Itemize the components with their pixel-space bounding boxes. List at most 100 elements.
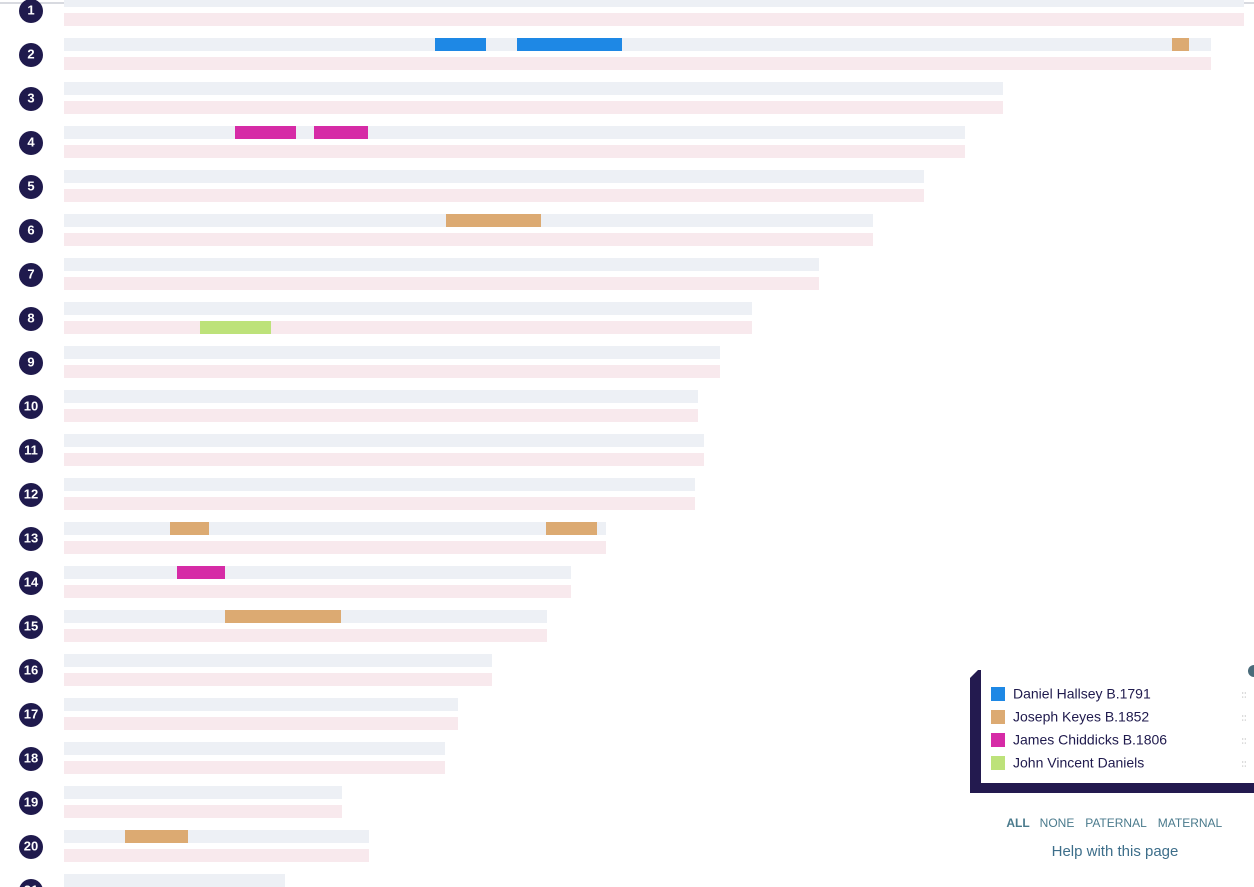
chromosome-badge <box>19 175 43 199</box>
chromosome-number: 8 <box>27 310 34 325</box>
maternal-bar <box>64 717 458 730</box>
chromosome-number: 5 <box>27 178 34 193</box>
maternal-bar <box>64 541 606 554</box>
paternal-bar <box>64 786 342 799</box>
chromosome-number: 16 <box>24 662 38 677</box>
paternal-bar <box>64 38 1211 51</box>
chromosome-number: 7 <box>27 266 34 281</box>
segment <box>446 214 541 227</box>
maternal-bar <box>64 57 1211 70</box>
chromosome-number: 19 <box>24 794 38 809</box>
paternal-bar <box>64 830 369 843</box>
paternal-bar <box>64 874 285 887</box>
segment <box>125 830 188 843</box>
paternal-bar <box>64 126 965 139</box>
segment <box>1172 38 1189 51</box>
help-link[interactable]: Help with this page <box>1052 843 1179 860</box>
chromosome-number: 4 <box>27 134 35 149</box>
paternal-bar <box>64 258 819 271</box>
paternal-bar <box>64 522 606 535</box>
legend-swatch[interactable] <box>991 687 1005 701</box>
filter-button[interactable]: ALL <box>1006 816 1029 830</box>
chromosome-number: 6 <box>27 222 34 237</box>
legend-swatch[interactable] <box>991 710 1005 724</box>
chromosome-number: 9 <box>27 354 34 369</box>
chromosome-badge <box>19 483 43 507</box>
chromosome-badge <box>19 219 43 243</box>
chromosome-number: 1 <box>27 2 34 17</box>
paternal-bar <box>64 0 1244 7</box>
drag-handle: :: <box>1241 712 1246 722</box>
maternal-bar <box>64 761 445 774</box>
paternal-bar <box>64 654 492 667</box>
filter-button[interactable]: NONE <box>1040 816 1075 830</box>
filter-bar: ALL NONE PATERNAL MATERNAL <box>1006 816 1222 830</box>
chromosome-badge <box>19 439 43 463</box>
chromosome-number: 2 <box>27 46 34 61</box>
maternal-bar <box>64 101 1003 114</box>
drag-handle: :: <box>1241 758 1246 768</box>
chromosome-number: 12 <box>24 486 38 501</box>
chromosome-number: 15 <box>24 618 38 633</box>
filter-button[interactable]: PATERNAL <box>1085 816 1147 830</box>
chromosome-badge <box>19 879 43 887</box>
segment <box>435 38 486 51</box>
paternal-bar <box>64 82 1003 95</box>
maternal-bar <box>64 585 571 598</box>
maternal-bar <box>64 409 698 422</box>
filter-button[interactable]: MATERNAL <box>1158 816 1223 830</box>
legend-swatch[interactable] <box>991 733 1005 747</box>
segment <box>225 610 341 623</box>
chromosome-badge <box>19 659 43 683</box>
paternal-bar <box>64 742 445 755</box>
maternal-bar <box>64 805 342 818</box>
chromosome-badge <box>19 351 43 375</box>
chromosome-badge <box>19 527 43 551</box>
legend-panel: Daniel Hallsey B.1791::Joseph Keyes B.18… <box>970 665 1254 793</box>
chromosome-badge <box>19 791 43 815</box>
legend-swatch[interactable] <box>991 756 1005 770</box>
paternal-bar <box>64 566 571 579</box>
maternal-bar <box>64 233 873 246</box>
drag-handle: :: <box>1241 735 1246 745</box>
chromosome-badge <box>19 307 43 331</box>
legend-label[interactable]: John Vincent Daniels <box>1013 755 1144 771</box>
drag-handle: :: <box>1241 689 1246 699</box>
paternal-bar <box>64 434 704 447</box>
chromosome-badge <box>19 571 43 595</box>
chromosome-number: 18 <box>24 750 38 765</box>
maternal-bar <box>64 13 1244 26</box>
segment <box>546 522 597 535</box>
maternal-bar <box>64 453 704 466</box>
maternal-bar <box>64 189 924 202</box>
chromosome-number: 11 <box>24 442 38 457</box>
legend-body <box>981 670 1254 783</box>
paternal-bar <box>64 698 458 711</box>
chromosome-badge <box>19 263 43 287</box>
maternal-bar <box>64 145 965 158</box>
segment <box>235 126 296 139</box>
legend-label[interactable]: Joseph Keyes B.1852 <box>1013 709 1149 725</box>
maternal-bar <box>64 629 547 642</box>
chromosome-badge <box>19 835 43 859</box>
maternal-bar <box>64 321 752 334</box>
chromosome-badge <box>19 43 43 67</box>
segment <box>177 566 225 579</box>
chromosome-number: 10 <box>24 398 38 413</box>
segment <box>517 38 622 51</box>
maternal-bar <box>64 365 720 378</box>
chromosome-badge <box>19 395 43 419</box>
chromosome-badge <box>19 615 43 639</box>
paternal-bar <box>64 346 720 359</box>
legend-label[interactable]: Daniel Hallsey B.1791 <box>1013 686 1151 702</box>
legend-label[interactable]: James Chiddicks B.1806 <box>1013 732 1167 748</box>
legend-close[interactable] <box>1248 665 1254 677</box>
chromosome-rows: 123456789101112131415161718192021 <box>19 0 1244 887</box>
segment <box>170 522 209 535</box>
paternal-bar <box>64 478 695 491</box>
chromosome-badge <box>19 131 43 155</box>
chromosome-badge <box>19 747 43 771</box>
maternal-bar <box>64 849 369 862</box>
chromosome-number: 20 <box>24 838 38 853</box>
